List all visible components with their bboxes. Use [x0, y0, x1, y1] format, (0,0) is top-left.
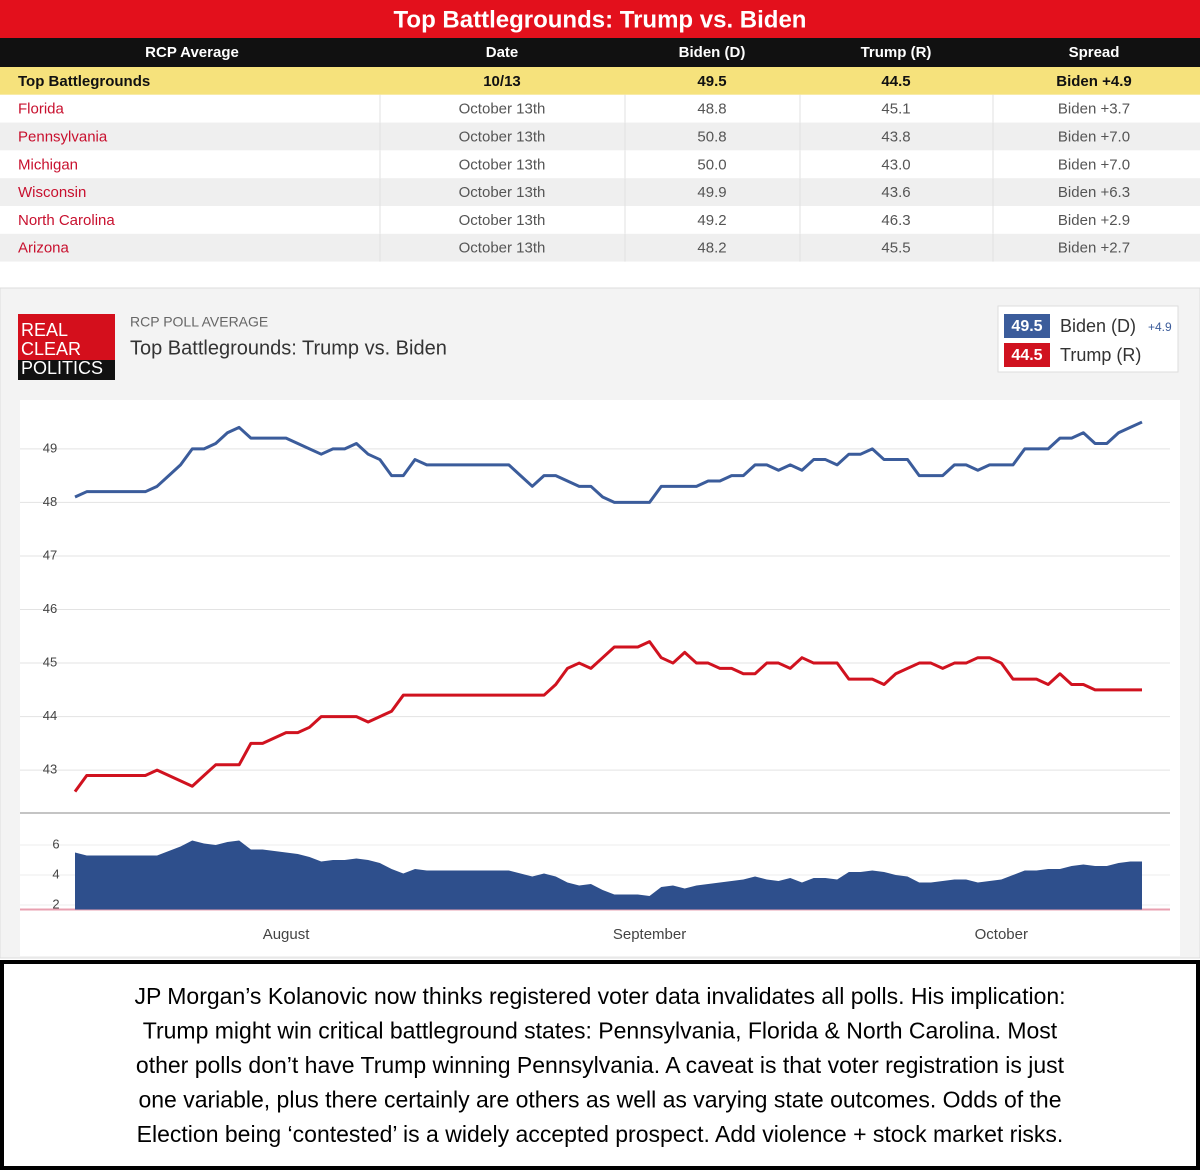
y2-tick-label: 2 [52, 896, 59, 911]
table-cell: October 13th [459, 212, 546, 229]
table-cell: 49.5 [697, 73, 726, 90]
table-row [0, 67, 1200, 95]
table-row [0, 94, 1200, 123]
row-label: Florida [18, 101, 65, 118]
table-cell: 44.5 [881, 73, 910, 90]
row-label: Pennsylvania [18, 128, 108, 145]
table-cell: Biden +6.3 [1058, 184, 1130, 201]
table-cell: Biden +7.0 [1058, 156, 1130, 173]
table-cell: 49.9 [697, 184, 726, 201]
legend-swatch [1004, 343, 1050, 367]
table-row [0, 150, 1200, 179]
y-tick-label: 49 [43, 440, 57, 455]
x-tick-label: September [613, 926, 686, 943]
table-cell: 45.5 [881, 240, 910, 257]
table-cell: Biden +2.7 [1058, 240, 1130, 257]
table-cell: 10/13 [483, 73, 521, 90]
table-cell: 45.1 [881, 101, 910, 118]
table-cell: 50.8 [697, 128, 726, 145]
legend-value: 49.5 [1011, 318, 1042, 335]
y-tick-label: 48 [43, 494, 57, 509]
column-header: Spread [1069, 44, 1120, 61]
table-cell: Biden +7.0 [1058, 128, 1130, 145]
table-cell: Biden +4.9 [1056, 73, 1131, 90]
row-label: Top Battlegrounds [18, 73, 150, 90]
logo-text: REAL [21, 320, 68, 340]
caption-line: Election being ‘contested’ is a widely a… [137, 1121, 1064, 1147]
table-cell: October 13th [459, 156, 546, 173]
y2-tick-label: 6 [52, 836, 59, 851]
logo-text: CLEAR [21, 339, 81, 359]
table-cell: 43.6 [881, 184, 910, 201]
y-tick-label: 45 [43, 654, 57, 669]
column-header: RCP Average [145, 44, 239, 61]
x-tick-label: August [263, 926, 311, 943]
table-cell: 43.8 [881, 128, 910, 145]
table-cell: 49.2 [697, 212, 726, 229]
caption-line: Trump might win critical battleground st… [143, 1018, 1058, 1044]
table-row [0, 122, 1200, 151]
table-cell: Biden +3.7 [1058, 101, 1130, 118]
table-cell: October 13th [459, 184, 546, 201]
column-header: Date [486, 44, 519, 61]
table-row [0, 206, 1200, 234]
chart-subtitle: RCP POLL AVERAGE [130, 314, 268, 330]
series-line [74, 420, 1143, 504]
table-row [0, 233, 1200, 262]
table-cell: Biden +2.9 [1058, 212, 1130, 229]
table-cell: 50.0 [697, 156, 726, 173]
table-cell: October 13th [459, 101, 546, 118]
legend-swatch [1004, 314, 1050, 338]
y-tick-label: 47 [43, 547, 57, 562]
y2-tick-label: 4 [52, 866, 59, 881]
caption-box [0, 960, 1200, 1170]
legend-value: 44.5 [1011, 347, 1042, 364]
logo-text: POLITICS [21, 358, 103, 378]
column-header: Trump (R) [861, 44, 932, 61]
row-label: Michigan [18, 156, 78, 173]
table-cell: 48.2 [697, 240, 726, 257]
series-line [73, 640, 1142, 793]
row-label: Wisconsin [18, 184, 86, 201]
logo-strip [18, 360, 115, 380]
column-header: Biden (D) [679, 44, 746, 61]
row-label: North Carolina [18, 212, 115, 229]
table-cell: 43.0 [881, 156, 910, 173]
caption-line: JP Morgan’s Kolanovic now thinks registe… [134, 983, 1065, 1009]
legend-label: Biden (D) [1060, 316, 1136, 336]
row-label: Arizona [18, 240, 70, 257]
spread-area [75, 840, 1142, 910]
table-cell: October 13th [459, 128, 546, 145]
legend-label: Trump (R) [1060, 345, 1141, 365]
table-title-bar [0, 0, 1200, 38]
caption-line: other polls don’t have Trump winning Pen… [136, 1052, 1065, 1078]
table-row [0, 178, 1200, 206]
caption-line: one variable, plus there certainly are o… [138, 1087, 1061, 1113]
y-tick-label: 43 [43, 762, 57, 777]
table-cell: 46.3 [881, 212, 910, 229]
chart-title: Top Battlegrounds: Trump vs. Biden [130, 337, 447, 359]
legend-spread: +4.9 [1148, 320, 1172, 334]
y-tick-label: 44 [43, 708, 57, 723]
table-header-bar [0, 38, 1200, 67]
table-cell: 48.8 [697, 101, 726, 118]
table-title: Top Battlegrounds: Trump vs. Biden [394, 6, 807, 33]
x-tick-label: October [975, 926, 1028, 943]
table-cell: October 13th [459, 240, 546, 257]
y-tick-label: 46 [43, 601, 57, 616]
